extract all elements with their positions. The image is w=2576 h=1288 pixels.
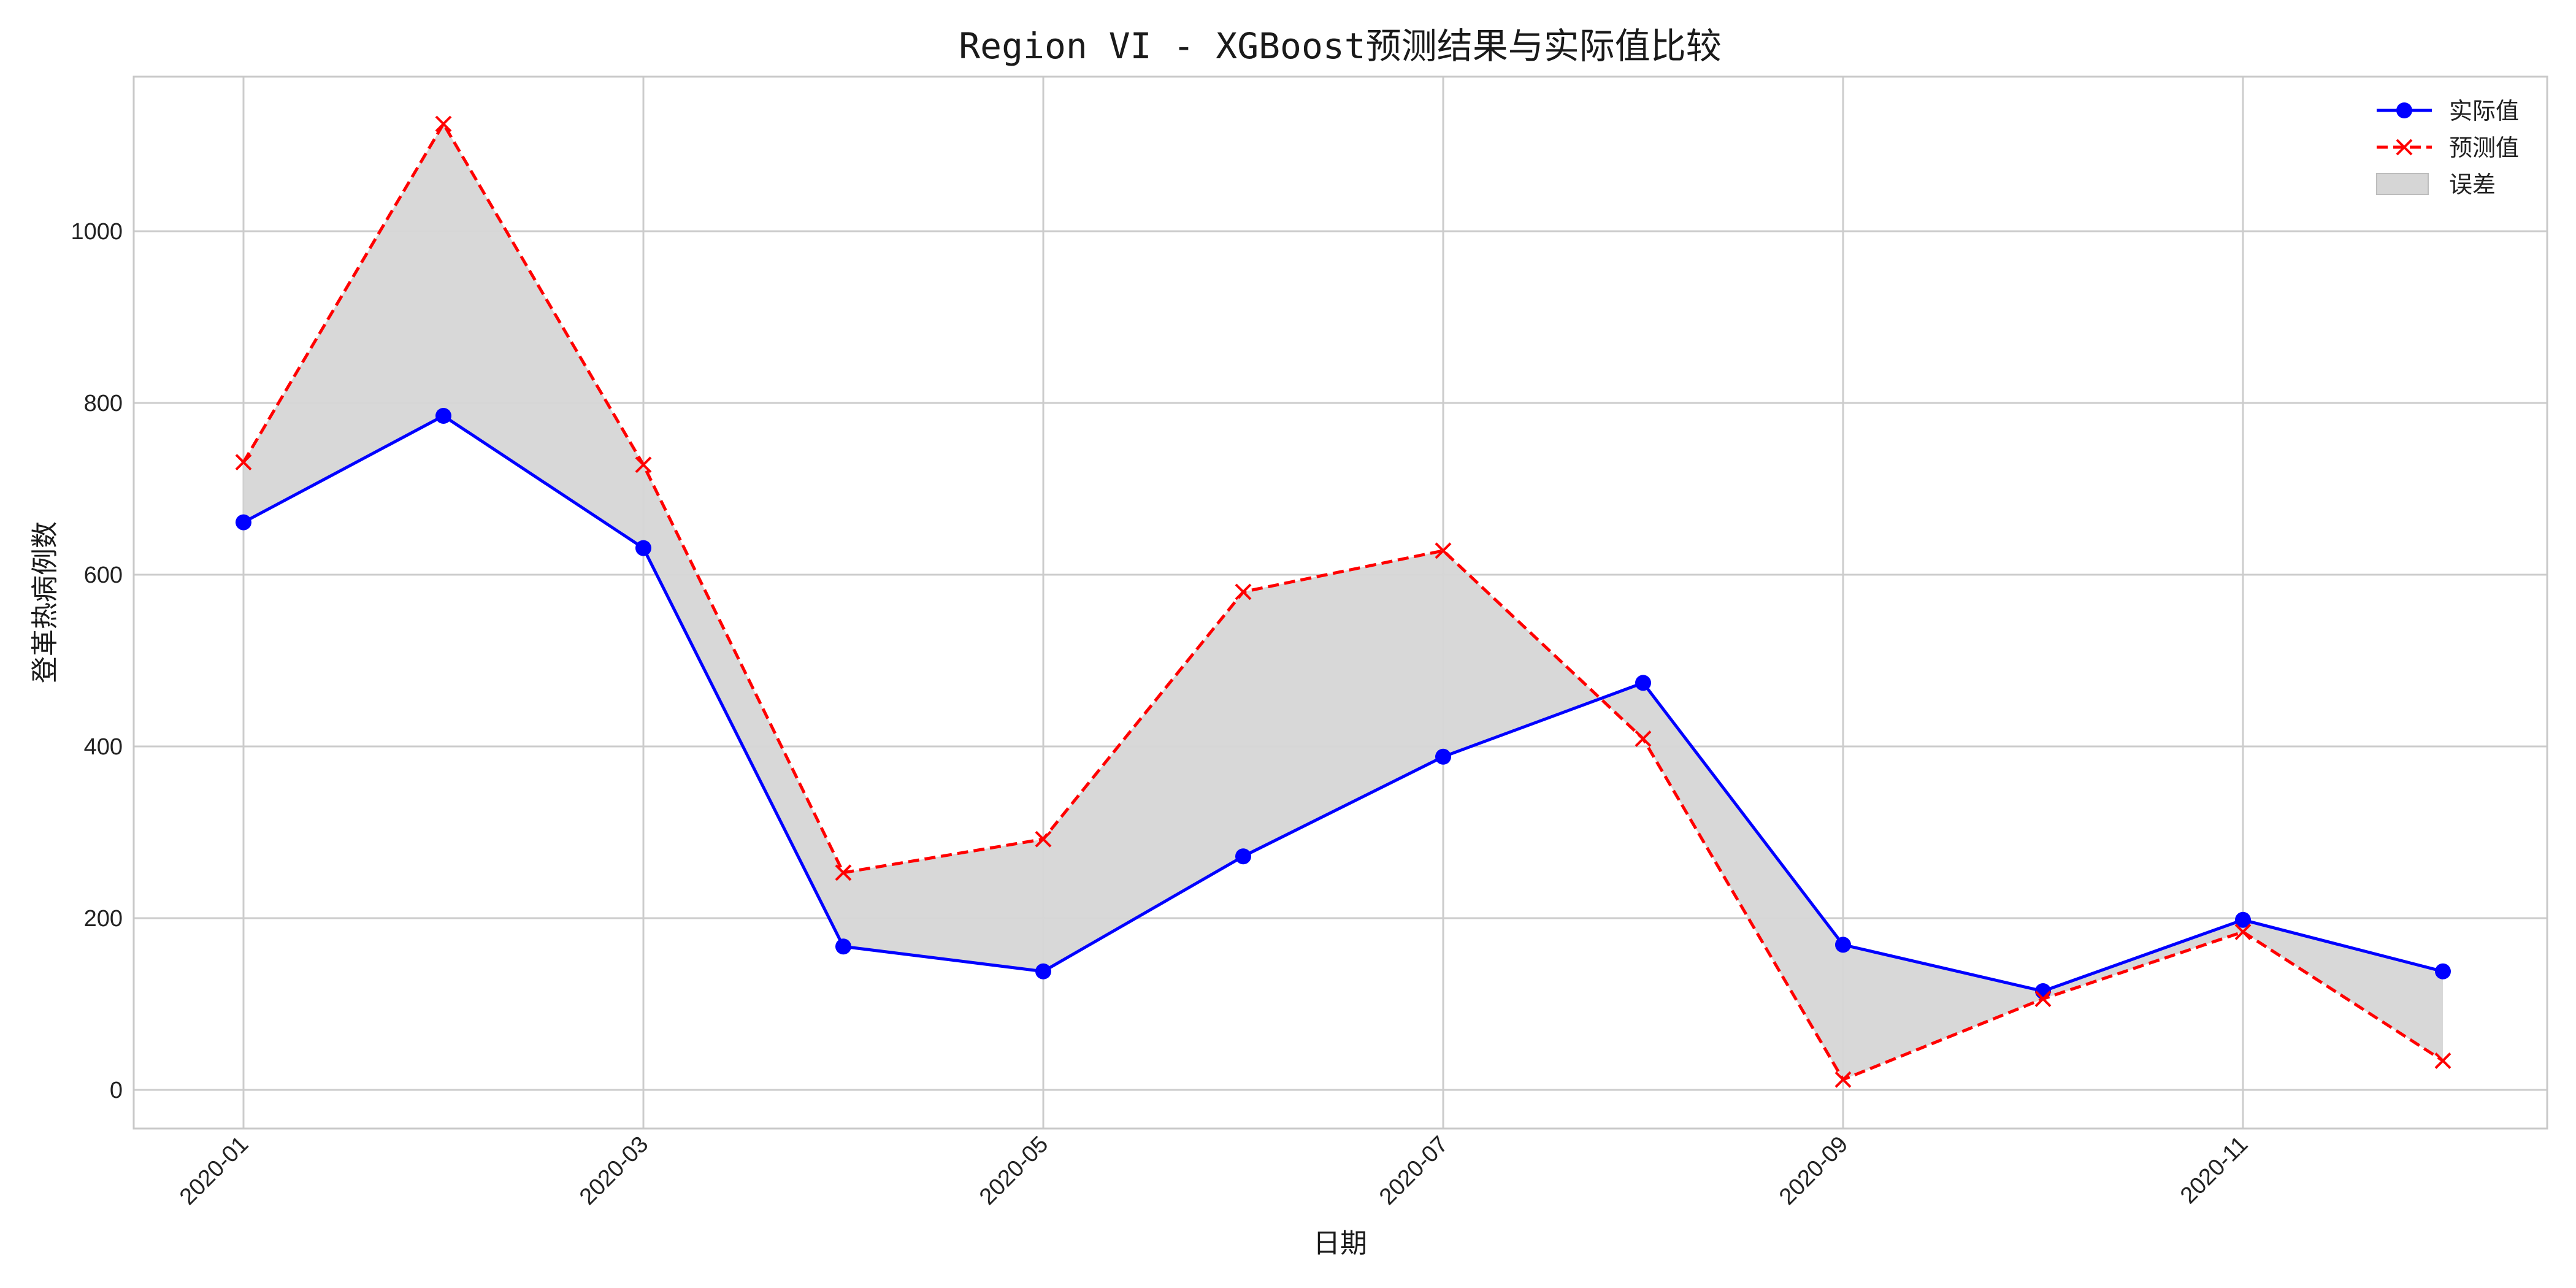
- data-point-predicted: [1834, 1071, 1852, 1088]
- x-tick-label: 2020-03: [575, 1132, 653, 1210]
- data-point-predicted: [1035, 830, 1052, 848]
- y-tick-label: 200: [84, 906, 123, 932]
- x-tick-label: 2020-11: [2175, 1132, 2253, 1209]
- series-layer: [235, 115, 2451, 1088]
- series-line-predicted: [242, 122, 2444, 1081]
- legend-marker-actual: [2396, 102, 2412, 118]
- legend-label-error: 误差: [2449, 171, 2496, 198]
- data-point-predicted: [835, 864, 852, 881]
- y-tick-label: 1000: [71, 219, 123, 245]
- series-line-actual: [242, 414, 2444, 993]
- data-point-predicted: [2434, 1052, 2451, 1069]
- data-point-predicted: [1635, 730, 1652, 747]
- y-tick-label: 400: [84, 734, 123, 760]
- data-point-actual: [236, 514, 251, 531]
- x-tick-label: 2020-07: [1374, 1132, 1453, 1210]
- data-point-predicted: [235, 454, 252, 471]
- legend-label-actual: 实际值: [2449, 98, 2519, 125]
- legend-marker-predicted: [2396, 139, 2413, 156]
- data-point-actual: [1635, 675, 1651, 691]
- y-axis-label: 登革热病例数: [29, 521, 61, 683]
- data-point-actual: [435, 408, 451, 424]
- data-point-actual: [1835, 937, 1851, 953]
- error-fill-area: [243, 124, 2443, 1080]
- x-tick-label: 2020-05: [975, 1132, 1053, 1210]
- data-point-predicted: [435, 115, 452, 132]
- error-fill-layer: [243, 124, 2443, 1080]
- y-tick-label: 800: [84, 391, 123, 416]
- data-point-actual: [1235, 848, 1251, 865]
- data-point-predicted: [1435, 542, 1452, 559]
- legend-swatch-error: [2376, 173, 2429, 195]
- x-tick-label: 2020-09: [1774, 1132, 1853, 1210]
- data-point-actual: [2235, 911, 2251, 928]
- plot-frame: [132, 75, 2548, 1130]
- data-point-predicted: [1235, 583, 1252, 600]
- data-point-actual: [635, 540, 651, 556]
- data-point-actual: [1035, 963, 1051, 979]
- data-point-predicted: [2034, 991, 2052, 1008]
- x-axis-label: 日期: [1313, 1228, 1367, 1259]
- data-point-actual: [2435, 963, 2451, 979]
- x-tick-label: 2020-01: [175, 1132, 253, 1210]
- data-point-actual: [1435, 748, 1451, 765]
- data-point-actual: [835, 938, 851, 955]
- data-point-predicted: [2234, 923, 2252, 940]
- legend: 实际值 预测值 误差: [2376, 98, 2519, 198]
- legend-label-predicted: 预测值: [2449, 134, 2519, 161]
- y-tick-label: 0: [110, 1078, 123, 1103]
- y-tick-label: 600: [84, 562, 123, 588]
- chart-title: Region VI - XGBoost预测结果与实际值比较: [959, 25, 1721, 67]
- data-point-predicted: [635, 456, 652, 473]
